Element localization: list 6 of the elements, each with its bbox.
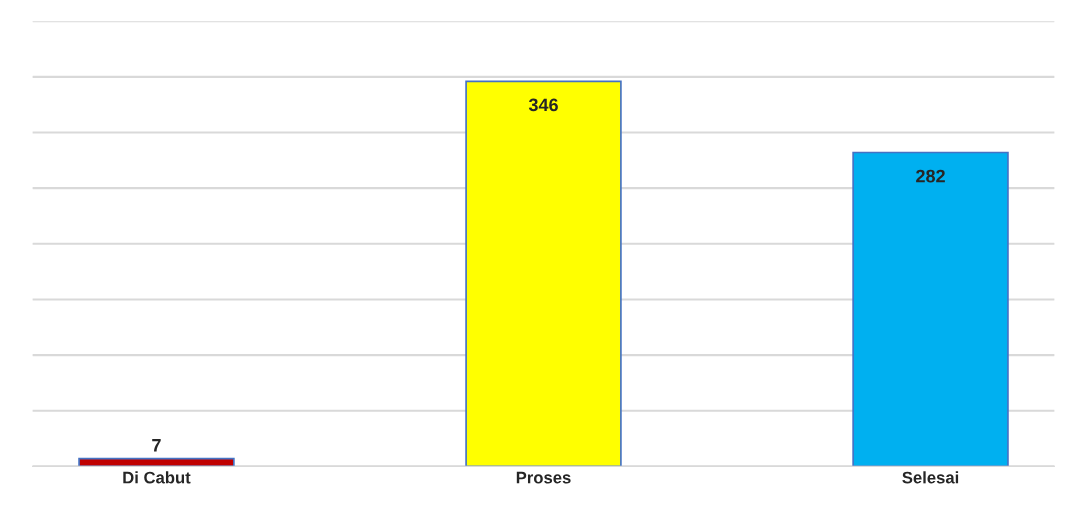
data-label: 346 <box>528 98 558 112</box>
x-tick-label: Proses <box>516 471 571 484</box>
data-label: 282 <box>916 169 945 183</box>
x-tick-label: Selesai <box>902 471 959 484</box>
data-label: 7 <box>152 439 161 452</box>
x-tick-label: Di Cabut <box>123 471 191 484</box>
